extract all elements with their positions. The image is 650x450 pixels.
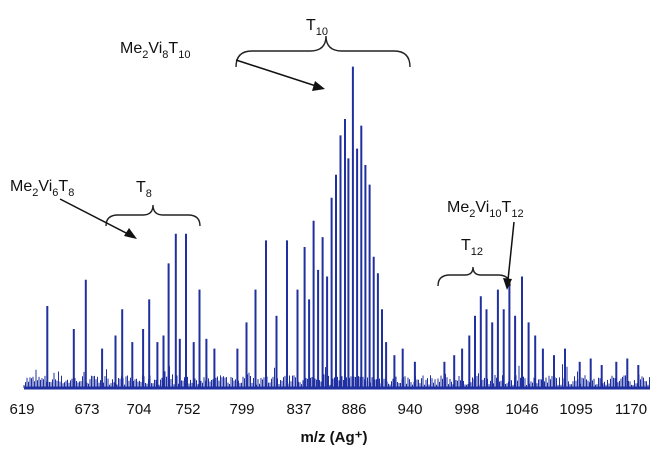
x-tick-label: 704 [126, 401, 151, 418]
x-tick-label: 799 [229, 401, 254, 418]
brace-t8 [105, 204, 201, 227]
label-t10: T10 [306, 17, 328, 38]
brace-t10 [235, 35, 411, 68]
label-t12: T12 [461, 237, 483, 258]
label-me2vi8t10: Me2Vi8T10 [120, 40, 190, 61]
peaks-group [46, 66, 640, 388]
arrowhead-me2vi6t8-icon [124, 228, 137, 239]
label-me2vi6t8: Me2Vi6T8 [10, 178, 74, 199]
x-tick-label: 619 [9, 401, 34, 418]
label-t8: T8 [136, 179, 152, 200]
x-tick-label: 752 [175, 401, 200, 418]
arrow-me2vi8t10 [235, 59, 317, 87]
x-tick-label: 837 [286, 401, 311, 418]
arrowhead-me2vi10t12-icon [503, 278, 512, 290]
arrowhead-me2vi8t10-icon [312, 81, 325, 91]
x-tick-label: 1046 [505, 401, 538, 418]
x-tick-label: 940 [397, 401, 422, 418]
brace-t12 [437, 266, 511, 287]
x-tick-label: 998 [454, 401, 479, 418]
x-tick-label: 673 [74, 401, 99, 418]
label-me2vi10t12: Me2Vi10T12 [447, 199, 524, 220]
x-tick-label: 1170 [615, 401, 647, 418]
x-tick-label: 886 [341, 401, 366, 418]
arrow-me2vi6t8 [59, 198, 129, 235]
arrow-me2vi10t12 [507, 221, 515, 281]
x-tick-labels: 619 673 704 752 799 837 886 940 998 1046 1095 1170 [9, 401, 647, 418]
x-axis-title: m/z (Ag⁺) [300, 429, 367, 446]
x-tick-label: 1095 [559, 401, 592, 418]
